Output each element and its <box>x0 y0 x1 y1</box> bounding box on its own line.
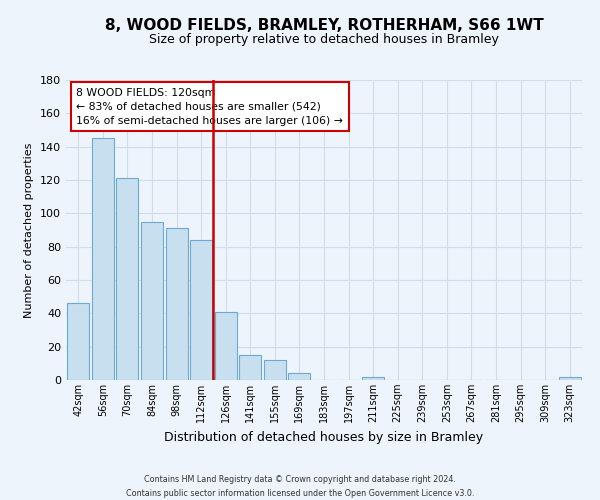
Bar <box>289 374 310 380</box>
Text: 8, WOOD FIELDS, BRAMLEY, ROTHERHAM, S66 1WT: 8, WOOD FIELDS, BRAMLEY, ROTHERHAM, S66 … <box>104 18 544 32</box>
Bar <box>92 138 114 380</box>
Bar <box>559 376 581 380</box>
Bar <box>141 222 163 380</box>
Text: 8 WOOD FIELDS: 120sqm
← 83% of detached houses are smaller (542)
16% of semi-det: 8 WOOD FIELDS: 120sqm ← 83% of detached … <box>76 88 343 126</box>
X-axis label: Distribution of detached houses by size in Bramley: Distribution of detached houses by size … <box>164 430 484 444</box>
Bar <box>239 355 262 380</box>
Text: Contains HM Land Registry data © Crown copyright and database right 2024.
Contai: Contains HM Land Registry data © Crown c… <box>126 476 474 498</box>
Bar <box>116 178 139 380</box>
Bar <box>362 376 384 380</box>
Bar <box>67 304 89 380</box>
Bar <box>190 240 212 380</box>
Bar <box>264 360 286 380</box>
Bar <box>166 228 188 380</box>
Y-axis label: Number of detached properties: Number of detached properties <box>25 142 34 318</box>
Text: Size of property relative to detached houses in Bramley: Size of property relative to detached ho… <box>149 32 499 46</box>
Bar <box>215 312 237 380</box>
